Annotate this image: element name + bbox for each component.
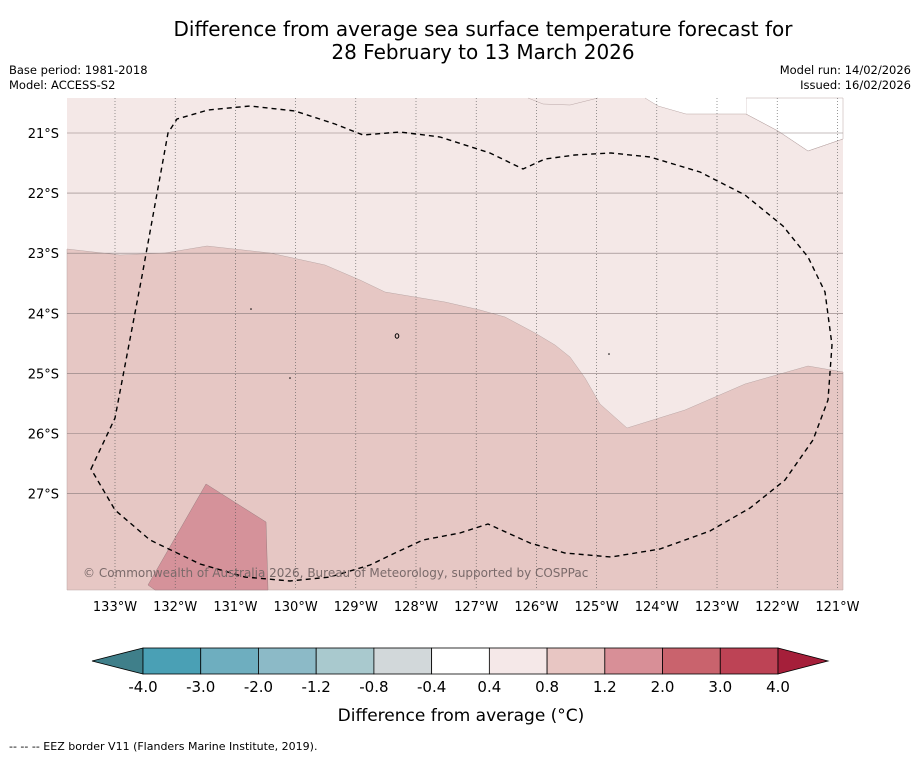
footer-legend: -- -- -- EEZ border V11 (Flanders Marine…	[9, 740, 318, 753]
colorbar-segment	[546, 647, 606, 675]
chart-title: Difference from average sea surface temp…	[0, 18, 919, 64]
longitude-label: 122°W	[755, 600, 799, 615]
colorbar-tick-label: -3.0	[186, 678, 215, 696]
longitude-label: 121°W	[815, 600, 859, 615]
colorbar-tick-label: 2.0	[651, 678, 675, 696]
colorbar-tick-label: -0.4	[417, 678, 446, 696]
model-name: Model: ACCESS-S2	[9, 78, 116, 92]
gridlines	[67, 98, 843, 590]
colorbar-tick-label: 3.0	[708, 678, 732, 696]
colorbar-tick-label: 1.2	[593, 678, 617, 696]
longitude-label: 125°W	[575, 600, 619, 615]
meta-right: Model run: 14/02/2026 Issued: 16/02/2026	[780, 63, 911, 93]
title-line-2: 28 February to 13 March 2026	[331, 40, 635, 64]
colorbar-tick-label: -4.0	[128, 678, 157, 696]
latitude-label: 27°S	[28, 488, 59, 503]
longitude-label: 130°W	[274, 600, 318, 615]
colorbar-segment	[200, 647, 259, 675]
model-run: Model run: 14/02/2026	[779, 63, 911, 77]
longitude-labels: 133°W 132°W 131°W 130°W 129°W 128°W 127°W 126°W…	[93, 600, 860, 615]
colorbar-over-arrow	[777, 647, 830, 675]
colorbar-under-arrow	[91, 647, 144, 675]
colorbar: -4.0 -3.0 -2.0 -1.2 -0.8 -0.4 0.4 0.8 1.2 2.0 3.0 4…	[91, 647, 830, 696]
colorbar-segment	[662, 647, 721, 675]
colorbar-segment	[488, 647, 548, 675]
island-marker	[289, 377, 291, 379]
longitude-label: 132°W	[153, 600, 197, 615]
copyright-text: © Commonwealth of Australia 2026, Bureau…	[83, 566, 588, 580]
colorbar-tick-label: -1.2	[302, 678, 331, 696]
neutral-region-top	[528, 98, 746, 114]
colorbar-segment	[719, 647, 779, 675]
island-marker	[608, 353, 610, 355]
anomaly-region-medium	[66, 245, 844, 591]
longitude-label: 124°W	[635, 600, 679, 615]
colorbar-tick-label: -0.8	[359, 678, 388, 696]
longitude-label: 133°W	[93, 600, 137, 615]
colorbar-segment	[373, 647, 433, 675]
colorbar-tick-label: 0.8	[535, 678, 559, 696]
colorbar-tick-label: 4.0	[766, 678, 790, 696]
latitude-label: 24°S	[28, 307, 59, 322]
longitude-label: 126°W	[514, 600, 558, 615]
longitude-label: 127°W	[454, 600, 498, 615]
base-period: Base period: 1981-2018	[9, 63, 148, 77]
latitude-label: 21°S	[28, 127, 59, 142]
anomaly-region-strong	[147, 483, 269, 591]
issued-date: Issued: 16/02/2026	[800, 78, 911, 92]
longitude-label: 129°W	[334, 600, 378, 615]
colorbar-segment	[431, 647, 490, 675]
island-marker	[250, 308, 252, 310]
latitude-label: 25°S	[28, 367, 59, 382]
neutral-region-top-edge	[527, 97, 599, 106]
colorbar-segment	[142, 647, 202, 675]
longitude-label: 123°W	[695, 600, 739, 615]
neutral-region-top-edge-2	[644, 97, 844, 152]
title-line-1: Difference from average sea surface temp…	[173, 17, 793, 41]
colorbar-segment	[315, 647, 375, 675]
longitude-label: 128°W	[394, 600, 438, 615]
colorbar-segment	[258, 647, 317, 675]
eez-border	[90, 105, 833, 582]
colorbar-segment	[604, 647, 663, 675]
colorbar-tick-label: -2.0	[244, 678, 273, 696]
latitude-label: 23°S	[28, 247, 59, 262]
island-marker	[394, 333, 400, 339]
colorbar-tick-label: 0.4	[477, 678, 501, 696]
latitude-label: 22°S	[28, 187, 59, 202]
latitude-labels: 21°S 22°S 23°S 24°S 25°S 26°S 27°S	[28, 127, 59, 503]
latitude-label: 26°S	[28, 428, 59, 443]
colorbar-label: Difference from average (°C)	[338, 706, 585, 726]
meta-left: Base period: 1981-2018 Model: ACCESS-S2	[9, 63, 148, 93]
longitude-label: 131°W	[213, 600, 257, 615]
